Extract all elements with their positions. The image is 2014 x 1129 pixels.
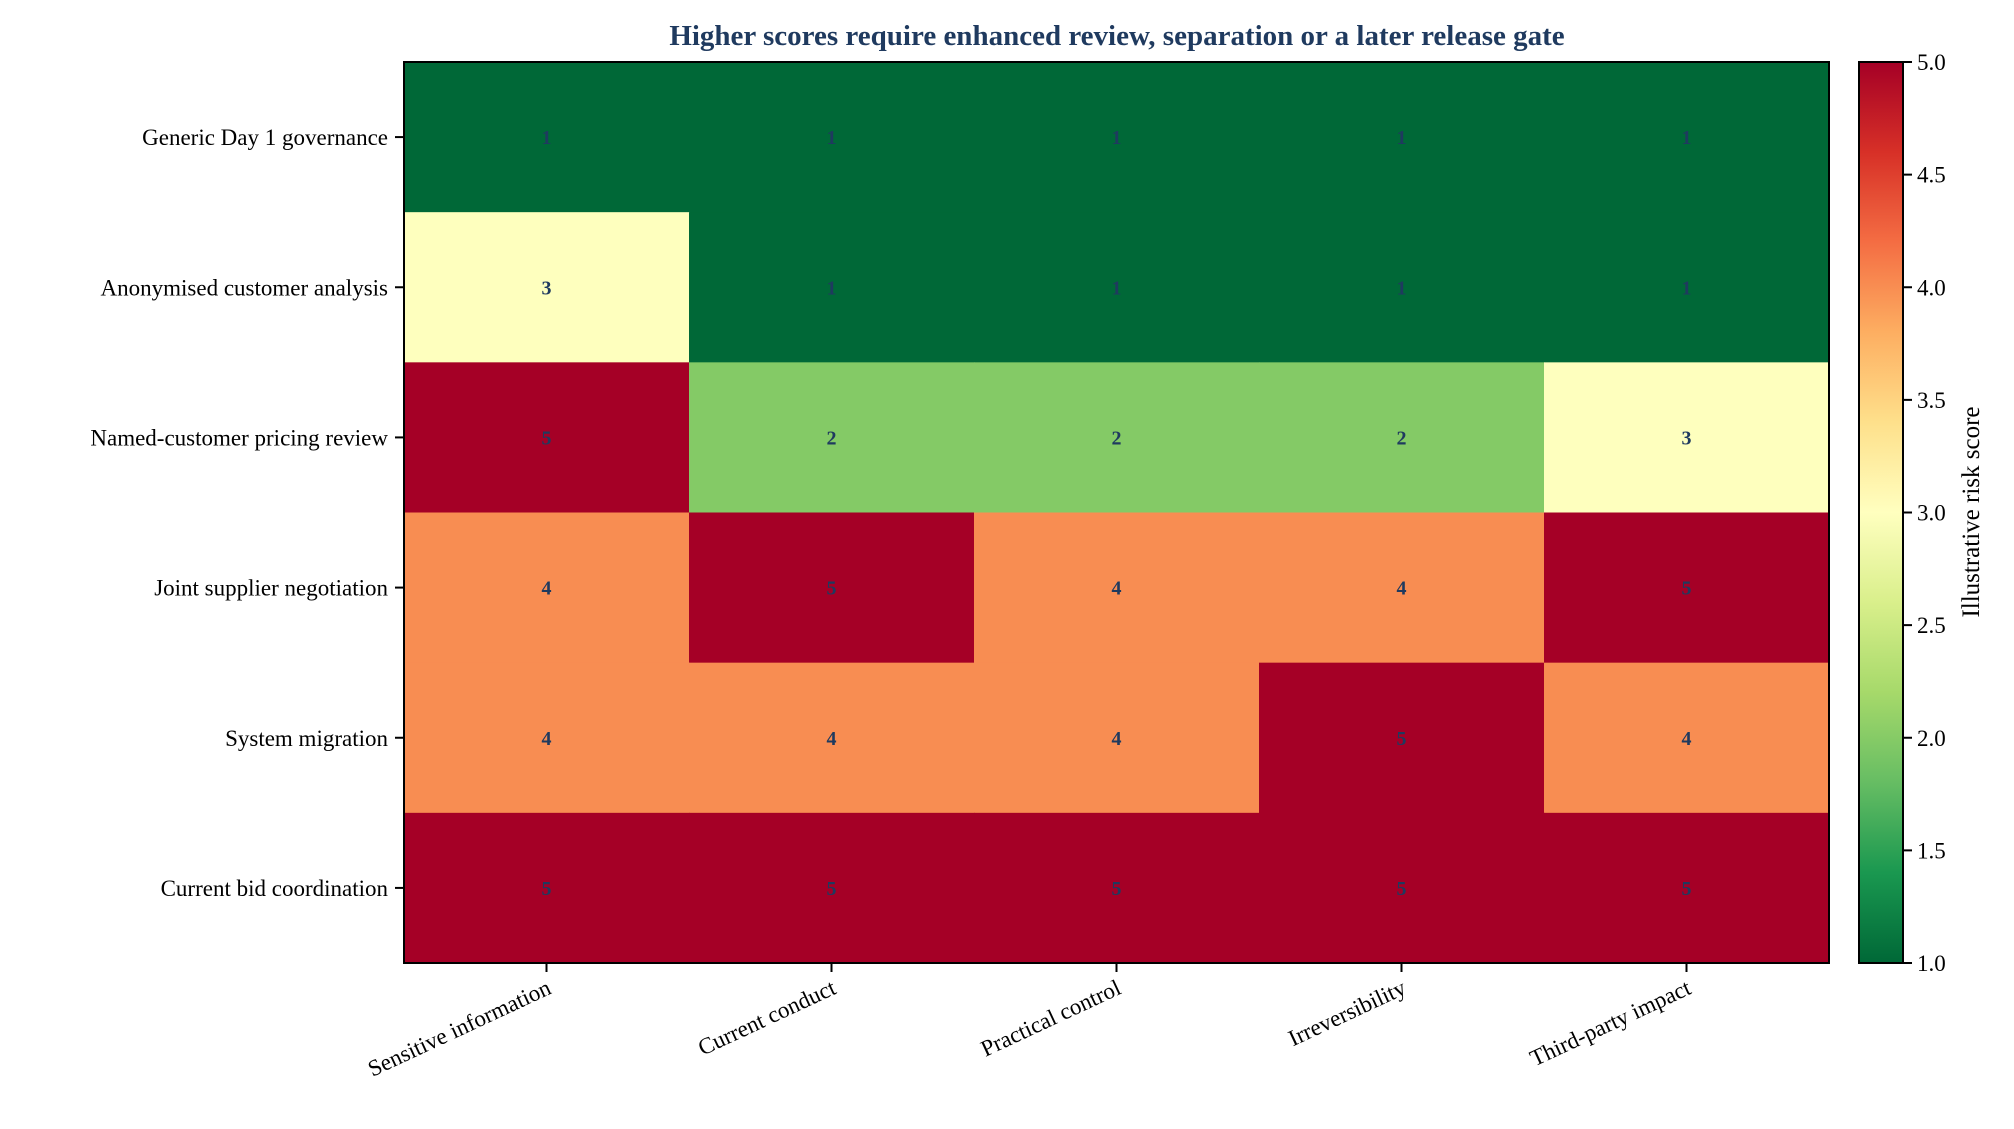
heatmap-cell	[404, 362, 690, 514]
row-tick-label: System migration	[225, 726, 388, 751]
colorbar-tick-label: 3.5	[1917, 388, 1946, 413]
cell-value-label: 5	[542, 427, 552, 449]
colorbar-tick-label: 3.0	[1917, 501, 1946, 526]
heatmap-cell	[974, 362, 1260, 514]
heatmap-cell	[1544, 212, 1830, 363]
heatmap-cell	[974, 662, 1260, 814]
colorbar-axis: 1.0 1.5 2.0 2.5 3.0 3.5 4.0 4.5 5.0	[1903, 50, 1946, 976]
heatmap-cell	[689, 512, 975, 664]
heatmap-cells	[404, 62, 1830, 964]
column-tick-label: Third-party impact	[1526, 975, 1695, 1072]
cell-value-label: 3	[542, 277, 552, 299]
cell-value-label: 2	[827, 427, 837, 449]
cell-value-label: 2	[1397, 427, 1407, 449]
cell-value-label: 4	[1112, 728, 1122, 750]
row-axis: Generic Day 1 governance Anonymised custo…	[90, 125, 404, 901]
chart-title: Higher scores require enhanced review, s…	[669, 20, 1564, 52]
cell-value-label: 1	[827, 127, 837, 149]
heatmap-cell	[1544, 362, 1830, 514]
heatmap-cell	[1259, 512, 1545, 664]
column-tick-label: Current conduct	[694, 975, 840, 1061]
cell-value-label: 1	[1397, 277, 1407, 299]
column-tick-label: Practical control	[977, 975, 1125, 1062]
row-tick-label: Joint supplier negotiation	[154, 576, 388, 601]
heatmap-cell	[1259, 662, 1545, 814]
heatmap-cell-labels: 1 1 1 1 1 3 1 1 1 1 5 2 2 2 3 4 5 4 4 5 4 4 4 5 4 5 5 5 5 5	[542, 127, 1692, 900]
row-tick-label: Anonymised customer analysis	[101, 275, 389, 300]
cell-value-label: 5	[827, 878, 837, 900]
row-tick-label: Current bid coordination	[161, 876, 389, 901]
cell-value-label: 4	[542, 578, 552, 600]
heatmap-cell	[404, 512, 690, 664]
cell-value-label: 1	[1682, 127, 1692, 149]
colorbar-tick-label: 4.0	[1917, 275, 1946, 300]
row-tick-label: Generic Day 1 governance	[142, 125, 388, 150]
cell-value-label: 1	[827, 277, 837, 299]
column-tick-label: Irreversibility	[1284, 975, 1410, 1051]
colorbar-gradient	[1859, 62, 1903, 963]
cell-value-label: 5	[1397, 728, 1407, 750]
cell-value-label: 4	[1682, 728, 1692, 750]
cell-value-label: 4	[542, 728, 552, 750]
cell-value-label: 4	[1112, 578, 1122, 600]
cell-value-label: 4	[1397, 578, 1407, 600]
row-tick-label: Named-customer pricing review	[90, 425, 388, 450]
heatmap-cell	[1544, 512, 1830, 664]
heatmap-cell	[1259, 212, 1545, 363]
heatmap-cell	[1259, 812, 1545, 964]
cell-value-label: 5	[1112, 878, 1122, 900]
heatmap-cell	[974, 62, 1260, 213]
colorbar-tick-label: 5.0	[1917, 50, 1946, 75]
cell-value-label: 1	[1112, 127, 1122, 149]
cell-value-label: 1	[542, 127, 552, 149]
cell-value-label: 4	[827, 728, 837, 750]
heatmap-cell	[974, 212, 1260, 363]
heatmap-cell	[1544, 62, 1830, 213]
cell-value-label: 1	[1682, 277, 1692, 299]
column-tick-label: Sensitive information	[364, 975, 555, 1082]
heatmap-cell	[689, 812, 975, 964]
colorbar-tick-label: 4.5	[1917, 163, 1946, 188]
heatmap-cell	[689, 212, 975, 363]
cell-value-label: 2	[1112, 427, 1122, 449]
column-axis: Sensitive information Current conduct Prac…	[364, 963, 1695, 1081]
cell-value-label: 5	[542, 878, 552, 900]
cell-value-label: 5	[1397, 878, 1407, 900]
cell-value-label: 3	[1682, 427, 1692, 449]
heatmap-cell	[1544, 662, 1830, 814]
heatmap-cell	[974, 512, 1260, 664]
cell-value-label: 1	[1112, 277, 1122, 299]
heatmap-cell	[1259, 362, 1545, 514]
heatmap-cell	[404, 212, 690, 363]
heatmap-cell	[689, 62, 975, 213]
cell-value-label: 1	[1397, 127, 1407, 149]
heatmap-cell	[404, 662, 690, 814]
heatmap-cell	[689, 662, 975, 814]
colorbar-tick-label: 2.0	[1917, 726, 1946, 751]
cell-value-label: 5	[1682, 878, 1692, 900]
heatmap-cell	[974, 812, 1260, 964]
colorbar-tick-label: 1.0	[1917, 951, 1946, 976]
heatmap-cell	[1544, 812, 1830, 964]
colorbar-label: Illustrative risk score	[1958, 406, 1985, 617]
cell-value-label: 5	[1682, 578, 1692, 600]
colorbar-tick-label: 2.5	[1917, 613, 1946, 638]
heatmap-cell	[689, 362, 975, 514]
heatmap-cell	[404, 62, 690, 213]
heatmap-cell	[404, 812, 690, 964]
colorbar-tick-label: 1.5	[1917, 838, 1946, 863]
cell-value-label: 5	[827, 578, 837, 600]
heatmap-cell	[1259, 62, 1545, 213]
